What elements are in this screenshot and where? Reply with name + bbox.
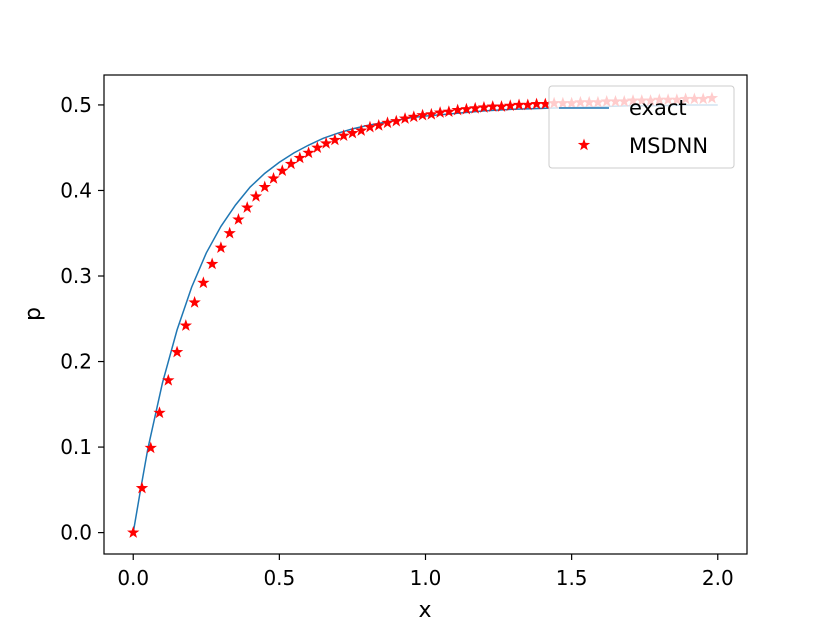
msdnn-point	[477, 101, 491, 113]
y-tick-label: 0.0	[60, 521, 92, 545]
x-axis: 0.0 0.5 1.0 1.5 2.0	[117, 554, 734, 590]
x-tick-label: 2.0	[702, 566, 734, 590]
y-tick-label: 0.3	[60, 264, 92, 288]
msdnn-point	[504, 99, 517, 112]
msdnn-point	[451, 103, 464, 116]
msdnn-point	[512, 98, 526, 111]
msdnn-point	[433, 106, 447, 118]
y-tick-label: 0.4	[60, 178, 92, 202]
msdnn-point	[179, 319, 193, 331]
x-tick-label: 0.0	[117, 566, 149, 590]
msdnn-point	[539, 97, 552, 110]
msdnn-point	[337, 129, 350, 141]
msdnn-point	[390, 114, 403, 127]
msdnn-point	[162, 373, 175, 386]
y-axis: 0.0 0.1 0.2 0.3 0.4 0.5	[60, 93, 104, 545]
y-axis-label: p	[21, 307, 46, 321]
legend: exact MSDNN	[548, 85, 735, 169]
legend-msdnn-marker	[577, 138, 591, 151]
msdnn-point	[188, 296, 201, 308]
x-axis-label: x	[418, 598, 431, 623]
legend-msdnn-label: MSDNN	[629, 134, 708, 158]
msdnn-point	[205, 257, 219, 270]
msdnn-point	[328, 133, 342, 146]
msdnn-point	[153, 406, 166, 419]
msdnn-point	[293, 151, 306, 164]
msdnn-point	[232, 213, 245, 225]
msdnn-point	[355, 124, 368, 136]
legend-box	[548, 85, 735, 169]
msdnn-point	[407, 110, 420, 123]
msdnn-point	[249, 189, 263, 202]
msdnn-point	[223, 226, 236, 239]
msdnn-point	[214, 241, 228, 254]
msdnn-point	[486, 100, 499, 112]
msdnn-point	[170, 345, 184, 358]
x-tick-label: 1.5	[556, 566, 588, 590]
y-tick-label: 0.1	[60, 435, 92, 459]
msdnn-point	[302, 146, 315, 159]
msdnn-point	[258, 180, 271, 193]
msdnn-point	[319, 136, 333, 149]
msdnn-point	[521, 98, 534, 111]
msdnn-point	[372, 118, 385, 131]
msdnn-point	[363, 120, 377, 133]
msdnn-point	[284, 157, 298, 170]
y-tick-label: 0.5	[60, 93, 92, 117]
msdnn-point	[311, 141, 324, 153]
msdnn-point	[197, 276, 210, 289]
msdnn-point	[416, 108, 429, 121]
msdnn-point	[276, 164, 289, 177]
y-tick-label: 0.2	[60, 350, 92, 374]
msdnn-point	[267, 172, 280, 184]
msdnn-point	[381, 116, 394, 129]
msdnn-point	[442, 105, 456, 118]
x-tick-label: 1.0	[410, 566, 442, 590]
msdnn-point	[460, 102, 473, 115]
msdnn-point	[241, 201, 254, 213]
x-tick-label: 0.5	[263, 566, 295, 590]
msdnn-point	[425, 107, 438, 120]
msdnn-point	[135, 481, 149, 494]
msdnn-point	[495, 100, 508, 112]
msdnn-point	[398, 112, 412, 124]
msdnn-point	[127, 526, 140, 538]
msdnn-point	[469, 101, 482, 114]
msdnn-point	[144, 441, 157, 454]
msdnn-point	[346, 126, 359, 139]
msdnn-point	[530, 97, 543, 110]
legend-exact-label: exact	[629, 96, 687, 120]
